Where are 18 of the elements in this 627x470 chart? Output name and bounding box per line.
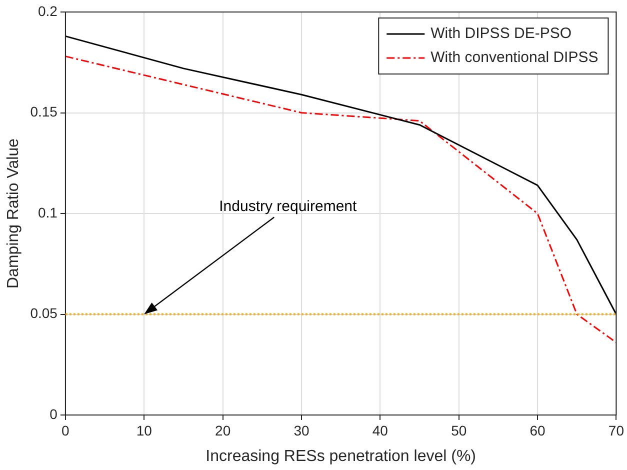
x-tick-label: 60: [530, 422, 546, 438]
y-tick-label: 0.15: [30, 104, 58, 120]
x-tick-label: 10: [136, 422, 152, 438]
y-tick-label: 0.05: [30, 305, 58, 322]
annotation: Industry requirement: [219, 198, 358, 215]
y-tick-label: 0.1: [38, 204, 58, 220]
x-tick-label: 20: [215, 422, 231, 438]
x-tick-label: 0: [62, 422, 70, 438]
x-axis-title: Increasing RESs penetration level (%): [206, 448, 476, 465]
x-tick-label: 40: [372, 422, 388, 438]
x-tick-label: 70: [608, 422, 624, 438]
x-tick-label: 50: [451, 422, 467, 438]
y-tick-label: 0.2: [38, 2, 58, 19]
x-tick-label: 30: [294, 422, 310, 438]
y-tick-label: 0: [50, 406, 58, 422]
y-axis-title: Damping Ratio Value: [5, 138, 22, 289]
legend-label: With DIPSS DE-PSO: [430, 25, 572, 42]
legend-label: With conventional DIPSS: [430, 49, 598, 66]
